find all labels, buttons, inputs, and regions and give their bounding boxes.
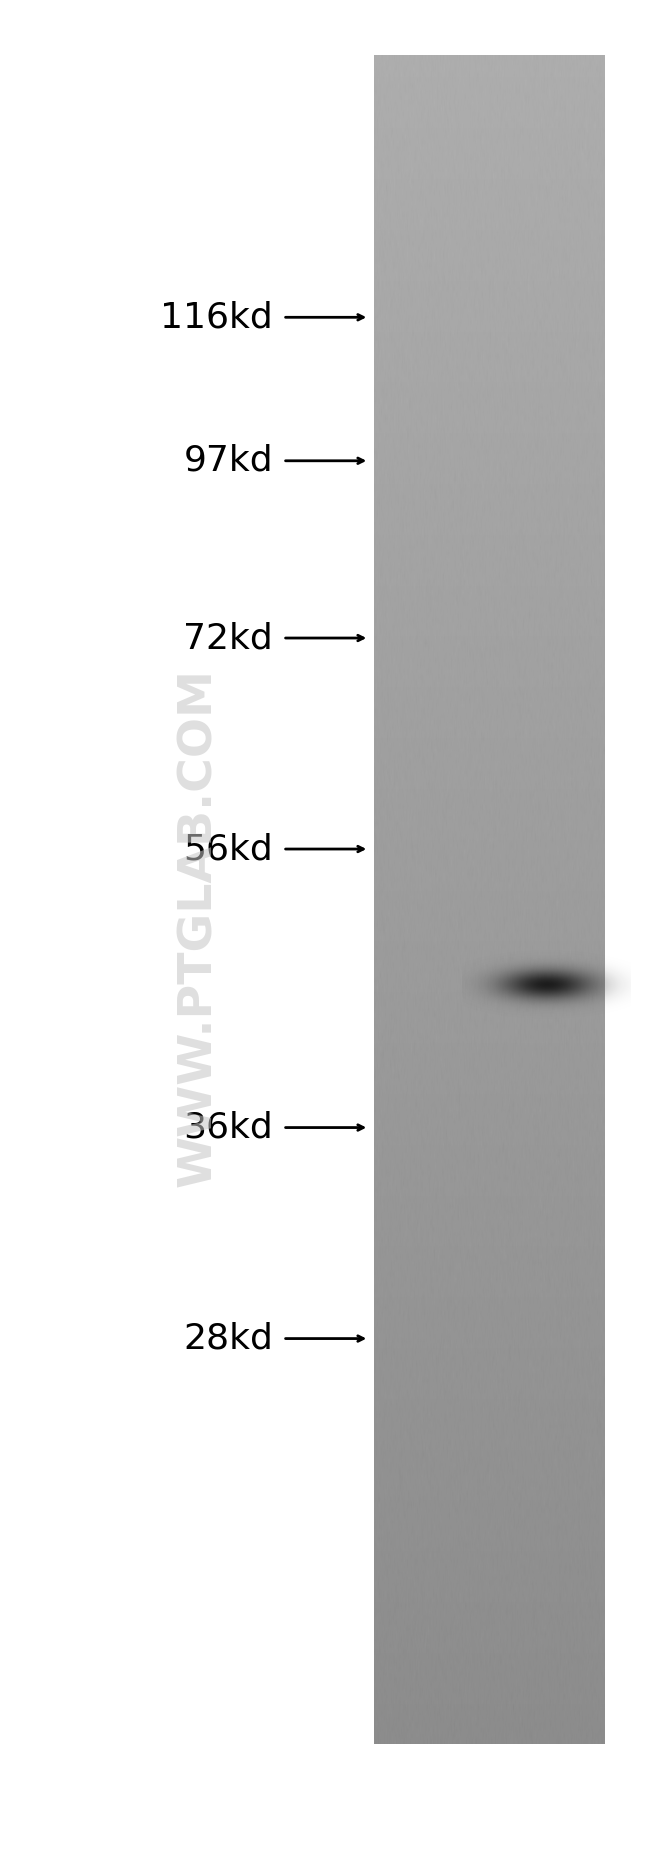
Text: 72kd: 72kd — [183, 621, 273, 655]
Text: 36kd: 36kd — [183, 1111, 273, 1145]
Text: 56kd: 56kd — [183, 833, 273, 866]
Text: 116kd: 116kd — [161, 301, 273, 334]
Text: 97kd: 97kd — [183, 443, 273, 479]
Text: 28kd: 28kd — [183, 1321, 273, 1356]
Text: WWW.PTGLAB.COM: WWW.PTGLAB.COM — [176, 668, 221, 1187]
